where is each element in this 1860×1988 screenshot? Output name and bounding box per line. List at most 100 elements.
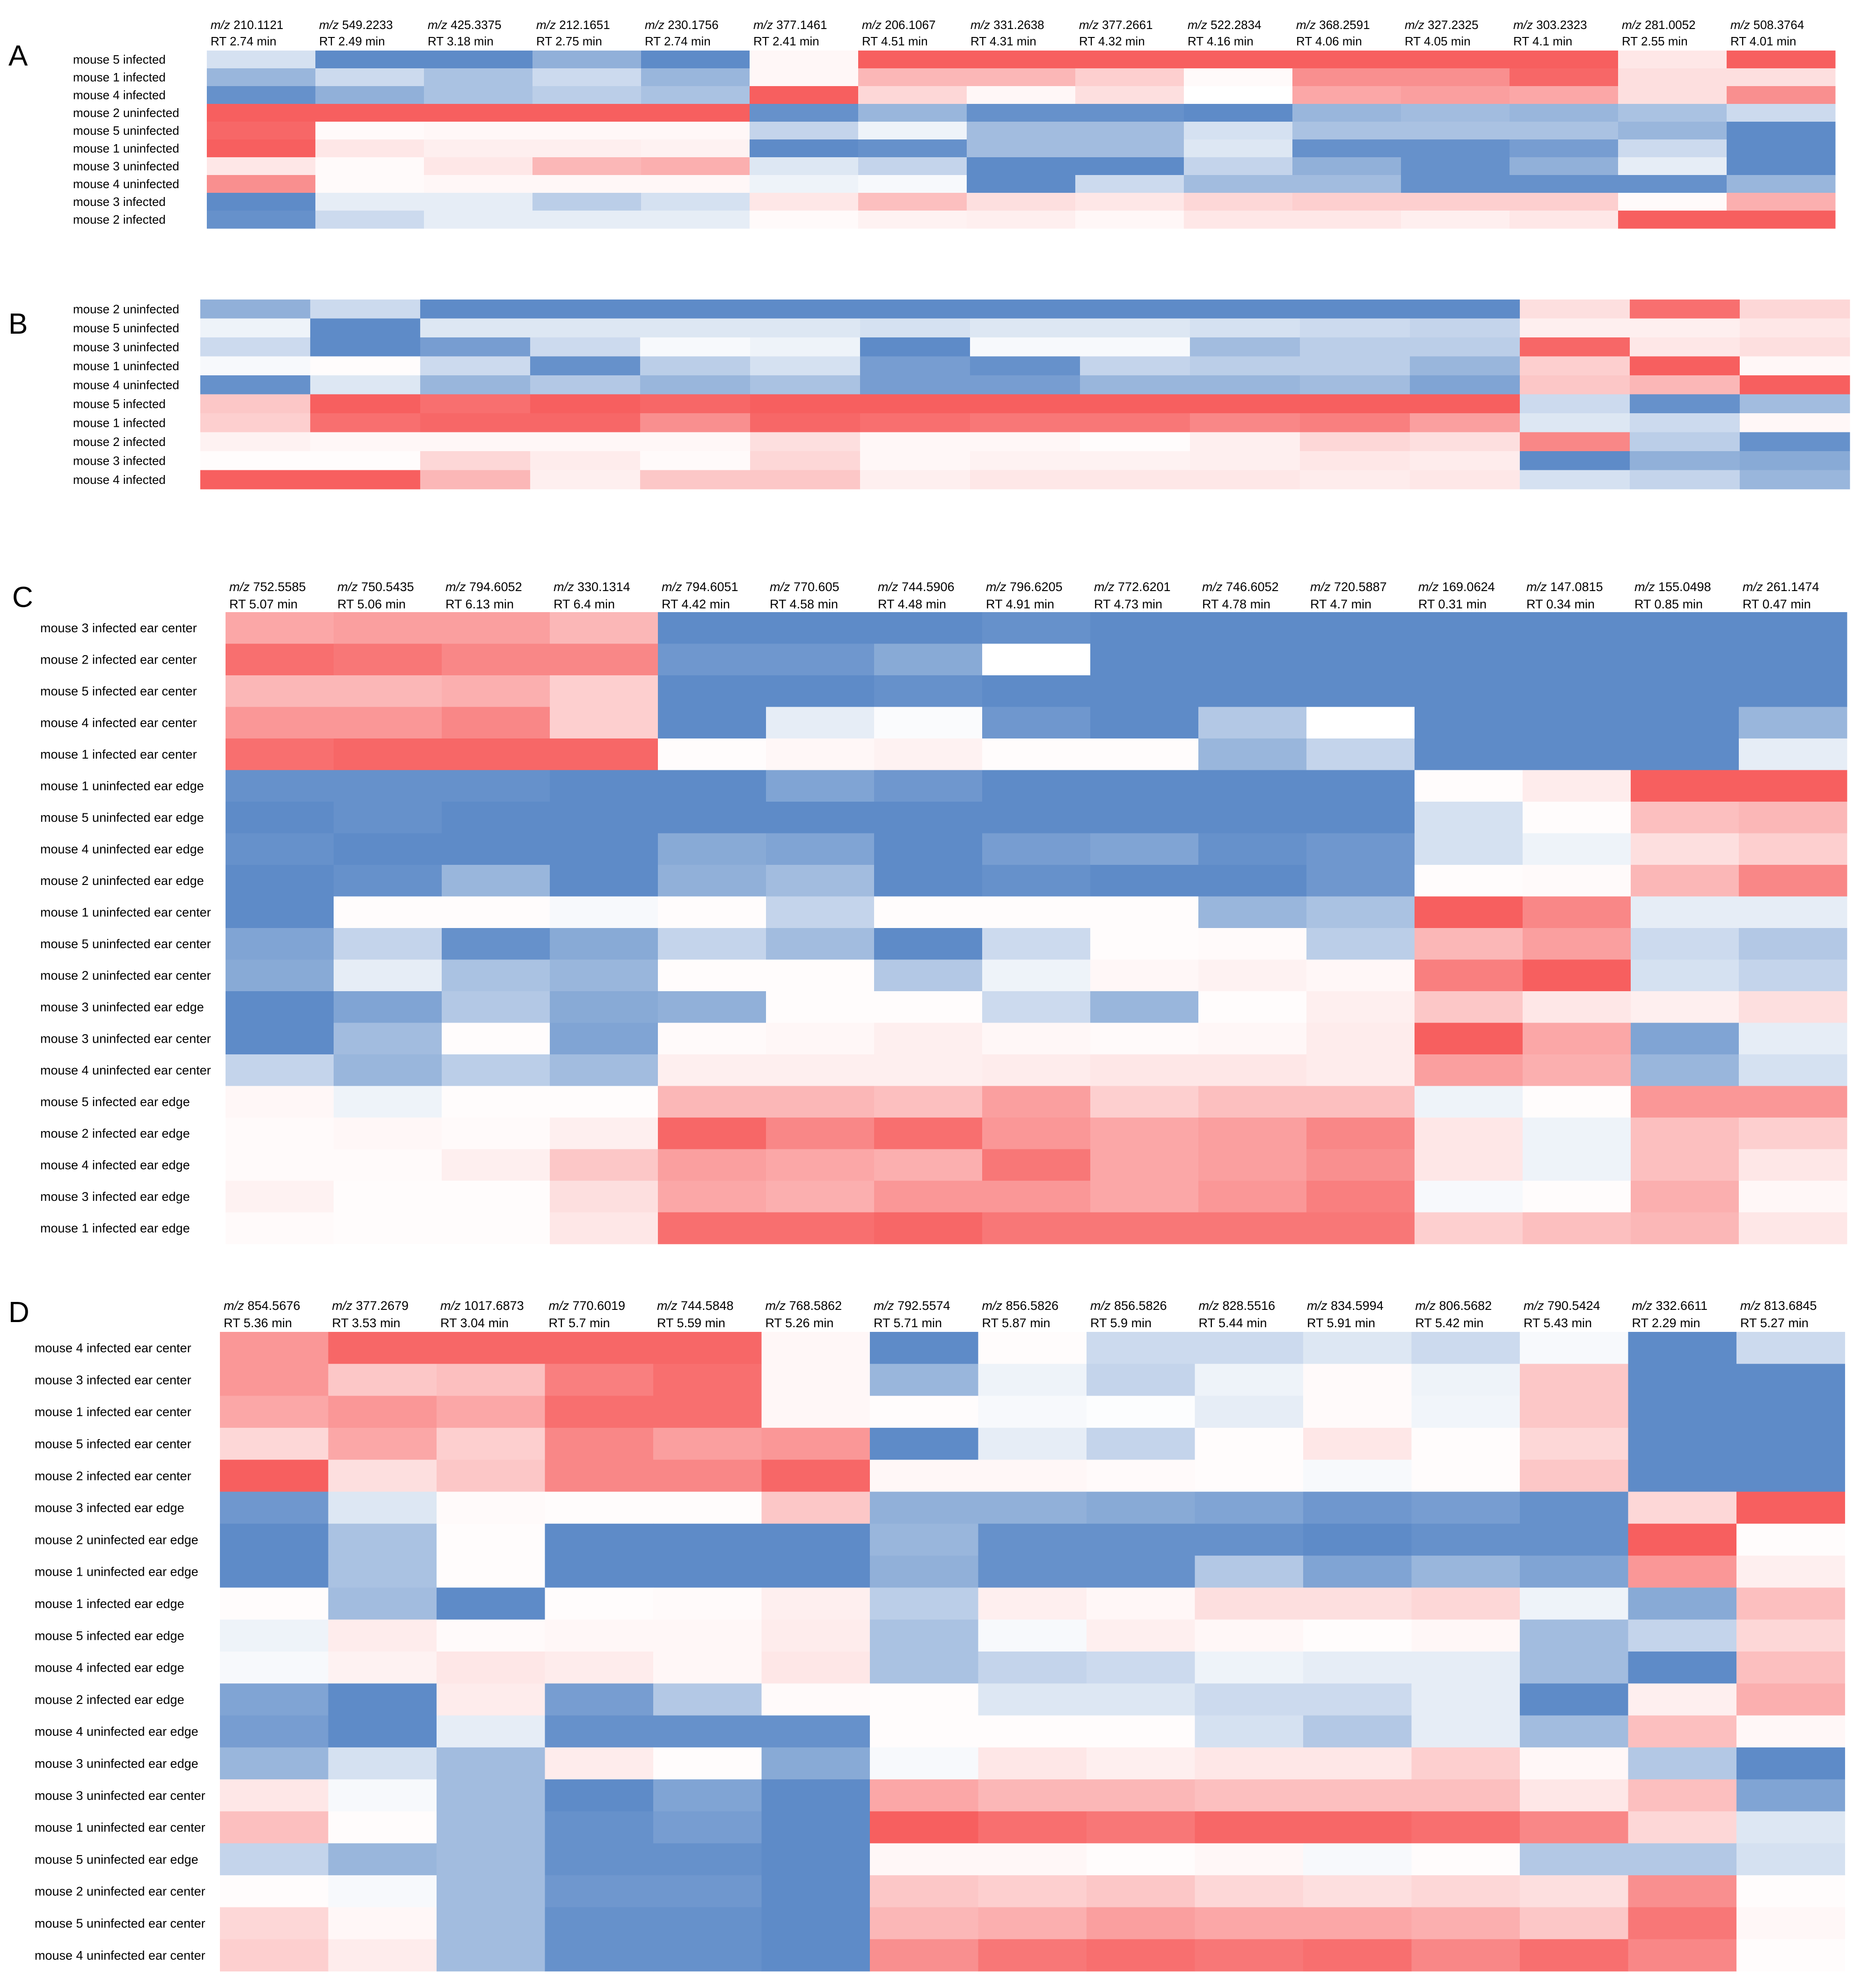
row-label: mouse 1 infected: [73, 416, 166, 430]
heatmap-cell: [1080, 413, 1190, 433]
heatmap-cell: [761, 1332, 870, 1364]
heatmap-cell: [1618, 175, 1727, 193]
heatmap-cell: [1415, 928, 1523, 960]
heatmap-cell: [1520, 1939, 1629, 1972]
row-label: mouse 2 uninfected: [73, 302, 179, 316]
heatmap-cell: [870, 1556, 979, 1588]
row-label: mouse 4 uninfected: [73, 378, 179, 392]
heatmap-cell: [550, 1181, 658, 1213]
heatmap-cell: [1411, 1939, 1520, 1972]
heatmap-cell: [1727, 122, 1836, 140]
heatmap-cell: [641, 211, 750, 229]
heatmap-cell: [442, 865, 550, 897]
heatmap-cell: [420, 451, 531, 471]
heatmap-cell: [978, 1747, 1087, 1780]
heatmap-cell: [1523, 675, 1631, 708]
heatmap-cell: [641, 51, 750, 69]
row-label: mouse 4 uninfected ear center: [40, 1063, 211, 1077]
heatmap-cell: [437, 1747, 546, 1780]
heatmap-cell: [334, 991, 442, 1023]
heatmap-cell: [1075, 211, 1184, 229]
heatmap-cell: [1090, 1212, 1199, 1244]
heatmap-cell: [1739, 770, 1847, 802]
column-header-mz: m/z 169.0624: [1418, 580, 1495, 594]
heatmap-cell: [653, 1556, 762, 1588]
heatmap-cell: [226, 1181, 334, 1213]
heatmap-cell: [766, 896, 875, 928]
heatmap-cell: [1198, 1181, 1307, 1213]
heatmap-cell: [970, 470, 1080, 490]
heatmap-cell: [1415, 1212, 1523, 1244]
row-label: mouse 2 uninfected ear edge: [40, 874, 204, 888]
heatmap-cell: [545, 1364, 654, 1396]
heatmap-cell: [750, 337, 861, 357]
heatmap-cell: [437, 1427, 546, 1460]
heatmap-cell: [1520, 1523, 1629, 1556]
heatmap-cell: [1523, 612, 1631, 644]
heatmap-cell: [1523, 1212, 1631, 1244]
heatmap-cell: [978, 1364, 1087, 1396]
row-label: mouse 3 uninfected: [73, 159, 179, 173]
heatmap-cell: [442, 643, 550, 676]
heatmap-cell: [860, 300, 970, 319]
heatmap-cell: [442, 770, 550, 802]
heatmap-cell: [1736, 1396, 1845, 1428]
column-header-rt: RT 3.04 min: [440, 1316, 509, 1330]
heatmap-cell: [640, 432, 751, 452]
heatmap-cell: [1618, 122, 1727, 140]
heatmap-cell: [1727, 104, 1836, 122]
heatmap-cell: [870, 1396, 979, 1428]
row-label: mouse 2 infected ear center: [35, 1469, 191, 1483]
heatmap-cell: [967, 51, 1076, 69]
heatmap-cell: [1401, 193, 1510, 211]
heatmap-cell: [1630, 300, 1740, 319]
heatmap-cell: [1411, 1523, 1520, 1556]
heatmap-cell: [982, 802, 1091, 834]
heatmap-cell: [870, 1907, 979, 1940]
heatmap-cell: [420, 432, 531, 452]
heatmap-cell: [870, 1652, 979, 1684]
heatmap-cell: [1303, 1779, 1412, 1812]
heatmap-cell: [334, 1054, 442, 1087]
heatmap-cell: [1510, 193, 1619, 211]
heatmap-cell: [1075, 193, 1184, 211]
heatmap-cell: [766, 707, 875, 739]
heatmap-cell: [1306, 738, 1415, 771]
heatmap-cell: [1087, 1491, 1196, 1524]
column-header-mz: m/z 377.2679: [332, 1299, 409, 1313]
heatmap-cell: [1510, 51, 1619, 69]
row-label: mouse 5 uninfected ear edge: [40, 811, 204, 825]
heatmap-cell: [1411, 1427, 1520, 1460]
column-header-mz: m/z 425.3375: [428, 18, 502, 32]
heatmap-cell: [982, 1118, 1091, 1150]
heatmap-cell: [437, 1587, 546, 1620]
heatmap-cell: [766, 770, 875, 802]
heatmap-cell: [1631, 1149, 1739, 1181]
heatmap-cell: [1628, 1587, 1737, 1620]
heatmap-cell: [1090, 675, 1199, 708]
heatmap-cell: [1415, 802, 1523, 834]
heatmap-cell: [315, 68, 424, 87]
heatmap-cell: [967, 122, 1076, 140]
column-header-mz: m/z 327.2325: [1405, 18, 1479, 32]
heatmap-cell: [1510, 211, 1619, 229]
heatmap-cell: [761, 1491, 870, 1524]
heatmap-cell: [967, 68, 1076, 87]
heatmap-cell: [1198, 612, 1307, 644]
heatmap-cell: [532, 193, 642, 211]
column-header-rt: RT 5.44 min: [1199, 1316, 1267, 1330]
heatmap-cell: [1523, 802, 1631, 834]
heatmap-cell: [860, 432, 970, 452]
heatmap-cell: [658, 770, 766, 802]
heatmap-cell: [1415, 1149, 1523, 1181]
heatmap-cell: [530, 318, 641, 338]
heatmap-cell: [1739, 865, 1847, 897]
heatmap-cell: [982, 991, 1091, 1023]
heatmap-cell: [641, 122, 750, 140]
heatmap-cell: [858, 68, 967, 87]
heatmap-cell: [1740, 413, 1850, 433]
heatmap-cell: [653, 1364, 762, 1396]
heatmap-cell: [860, 318, 970, 338]
heatmap-cell: [1415, 1118, 1523, 1150]
row-label: mouse 3 infected ear center: [40, 621, 197, 635]
